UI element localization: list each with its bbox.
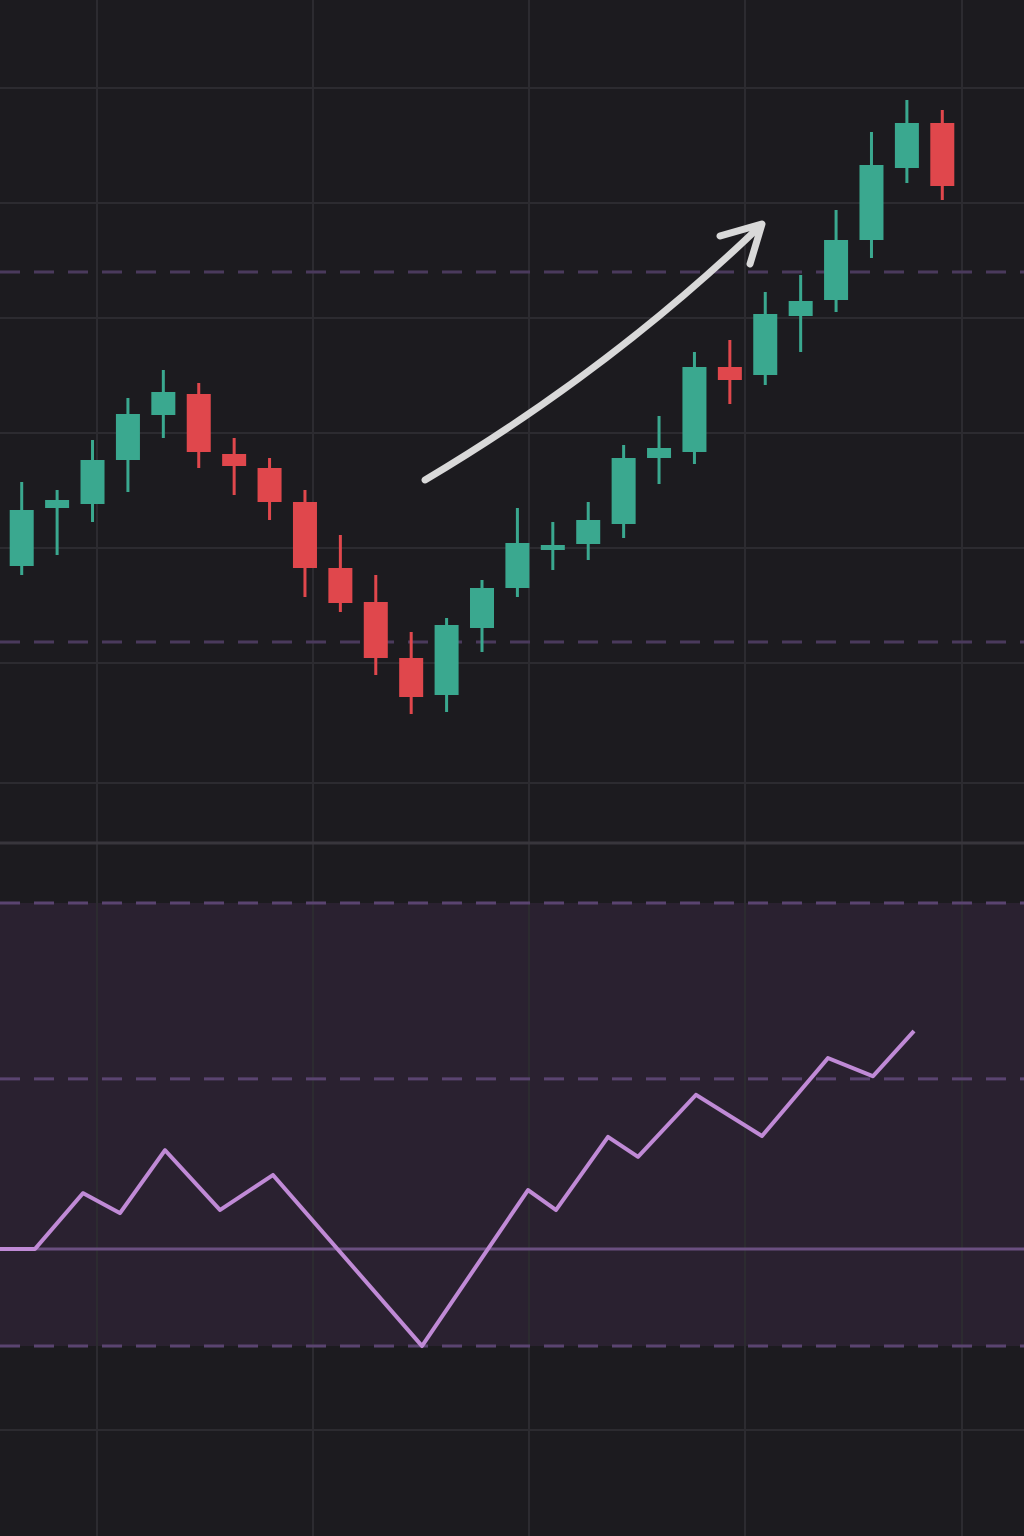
- candle-body: [894, 123, 919, 168]
- candle-body: [257, 468, 282, 502]
- candle-body: [470, 588, 494, 628]
- trend-arrow: [421, 220, 766, 484]
- candle-body: [151, 392, 176, 415]
- candle-body: [753, 314, 778, 375]
- candle-body: [292, 502, 317, 568]
- candle-body: [115, 414, 140, 460]
- candle-body: [45, 500, 70, 508]
- candle-body: [824, 240, 849, 300]
- candle-body: [222, 454, 247, 466]
- candle-body: [647, 448, 672, 458]
- candle-body: [859, 165, 884, 240]
- candle-body: [540, 545, 565, 550]
- arrow-shaft: [421, 224, 762, 484]
- indicator-panel: [0, 903, 1024, 1346]
- candle-body: [328, 568, 353, 603]
- indicator-line: [0, 1029, 916, 1348]
- candle-body: [186, 394, 211, 452]
- candle-body: [682, 367, 707, 452]
- candle-body: [717, 367, 742, 380]
- candle-body: [788, 301, 813, 316]
- arrow-head: [716, 220, 766, 268]
- candle-body: [9, 510, 34, 566]
- candle-body: [80, 460, 105, 504]
- candle-body: [505, 543, 530, 588]
- candle-body: [576, 520, 601, 544]
- candle-body: [611, 458, 636, 524]
- candle-body: [363, 602, 388, 658]
- candle-body: [399, 658, 424, 697]
- candle-body: [930, 123, 955, 186]
- candle-body: [434, 625, 459, 695]
